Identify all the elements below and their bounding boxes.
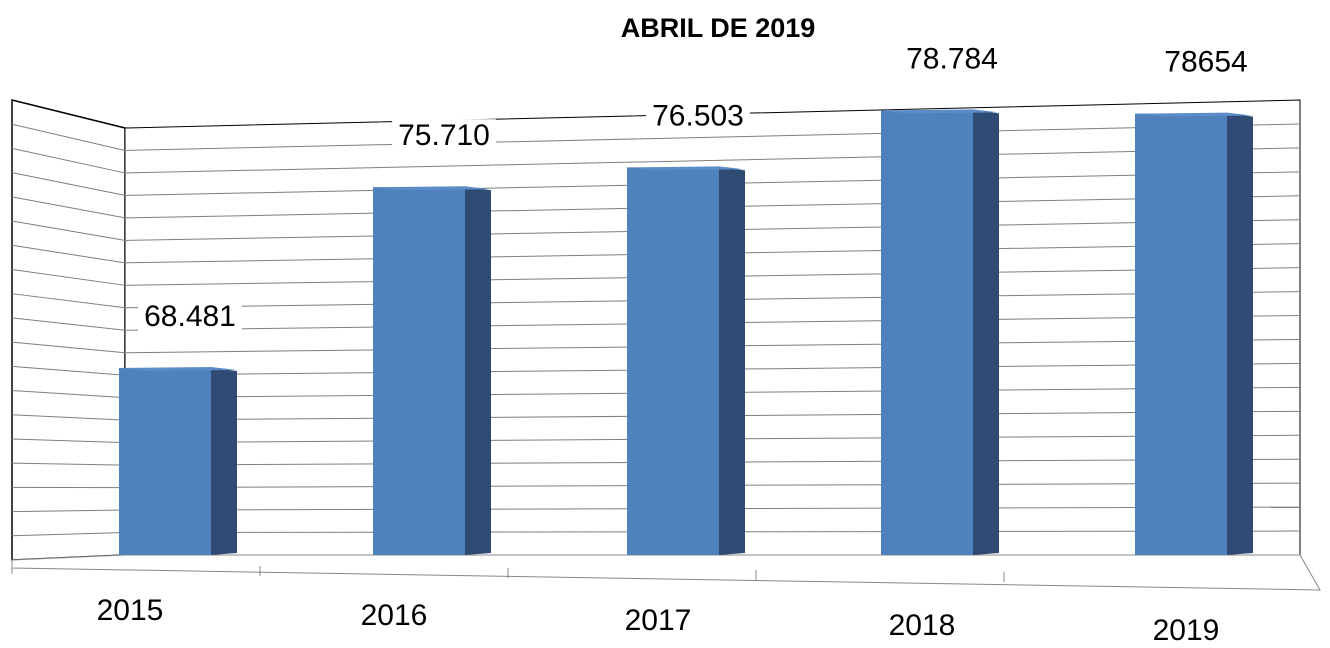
- grid-line: [11, 244, 126, 264]
- bar-side: [1227, 113, 1253, 556]
- x-tick-label: 2017: [625, 604, 692, 637]
- value-label-bg: [1158, 45, 1254, 79]
- value-label: 78.784: [906, 42, 998, 75]
- grid-line: [11, 365, 126, 376]
- bar-side: [211, 367, 237, 555]
- grid-line: [11, 341, 126, 354]
- bar: [627, 167, 719, 556]
- value-label: 75.710: [398, 119, 490, 152]
- bars: 68.481 2015 75.710 2016 76.503 2017 78.784 2018…: [11, 42, 1254, 647]
- floor: [11, 554, 1321, 591]
- grid-line: [11, 438, 126, 444]
- grid-line: [11, 123, 126, 151]
- bar-top: [373, 186, 491, 191]
- value-label: 68.481: [144, 300, 236, 333]
- x-tick-label: 2016: [361, 599, 428, 632]
- bar-side: [973, 110, 999, 556]
- grid-line: [11, 293, 126, 309]
- grid-line: [11, 509, 126, 513]
- grid-line: [11, 268, 126, 286]
- bar-side: [719, 167, 745, 556]
- bar-side: [465, 187, 491, 555]
- bar-top: [119, 366, 237, 371]
- grid-line: [124, 147, 1301, 174]
- x-tick-label: 2018: [889, 609, 956, 642]
- x-tick-label: 2015: [97, 594, 164, 627]
- grid-line: [11, 147, 126, 174]
- bar: [373, 187, 465, 555]
- grid-line: [11, 414, 126, 421]
- bar: [119, 367, 211, 555]
- grid-line: [11, 532, 126, 537]
- grid-line: [11, 462, 126, 466]
- value-label-bg: [138, 299, 242, 333]
- grid-line: [124, 123, 1301, 151]
- x-tick-label: 2019: [1153, 614, 1220, 647]
- bar-top: [881, 109, 999, 114]
- grid-line: [11, 220, 126, 241]
- bar: [881, 110, 973, 556]
- bar-top: [627, 166, 745, 171]
- bar-top: [1135, 112, 1253, 117]
- value-label-bg: [392, 119, 496, 153]
- value-label-bg: [900, 42, 1004, 76]
- value-label: 78654: [1164, 46, 1247, 79]
- bar: [1135, 113, 1227, 556]
- grid-line: [11, 317, 126, 331]
- chart-title: ABRIL DE 2019: [621, 13, 816, 43]
- grid-line: [11, 172, 126, 196]
- grid-line: [11, 196, 126, 219]
- grid-line: [11, 390, 126, 399]
- value-label-bg: [646, 99, 750, 133]
- value-label: 76.503: [652, 99, 744, 132]
